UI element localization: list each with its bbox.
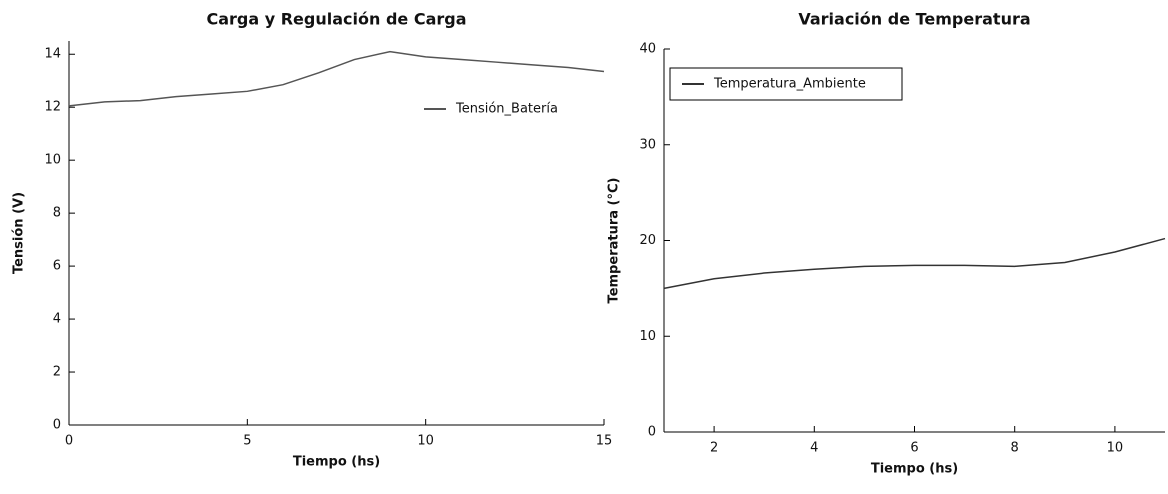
x-tick-label: 6 — [910, 441, 918, 456]
x-axis-label: Tiempo (hs) — [293, 455, 380, 470]
x-tick-label: 15 — [596, 434, 613, 449]
x-tick-label: 4 — [810, 441, 818, 456]
legend-label: Tensión_Batería — [455, 102, 558, 117]
y-tick-label: 14 — [44, 47, 61, 62]
y-tick-label: 6 — [53, 259, 61, 274]
y-axis-label: Tensión (V) — [12, 192, 27, 274]
x-tick-label: 8 — [1011, 441, 1019, 456]
y-tick-label: 4 — [53, 312, 61, 327]
y-tick-label: 30 — [639, 137, 656, 152]
chart-title: Carga y Regulación de Carga — [206, 10, 466, 29]
y-tick-label: 20 — [639, 233, 656, 248]
x-tick-label: 5 — [243, 434, 251, 449]
y-tick-label: 10 — [639, 329, 656, 344]
x-tick-label: 10 — [417, 434, 434, 449]
x-axis-label: Tiempo (hs) — [871, 462, 958, 477]
y-tick-label: 2 — [53, 365, 61, 380]
x-tick-label: 10 — [1107, 441, 1124, 456]
legend-label: Temperatura_Ambiente — [713, 77, 866, 92]
y-tick-label: 40 — [639, 42, 656, 57]
chart-title: Variación de Temperatura — [798, 10, 1030, 29]
line — [68, 50, 605, 107]
x-tick-label: 0 — [65, 434, 73, 449]
y-tick-label: 12 — [44, 100, 61, 115]
y-axis-label: Temperatura (°C) — [607, 178, 622, 304]
y-tick-label: 8 — [53, 206, 61, 221]
legend-box — [669, 67, 903, 101]
line — [663, 237, 1166, 290]
y-tick-label: 10 — [44, 153, 61, 168]
x-tick-label: 2 — [710, 441, 718, 456]
y-tick-label: 0 — [53, 418, 61, 433]
y-tick-label: 0 — [648, 425, 656, 440]
